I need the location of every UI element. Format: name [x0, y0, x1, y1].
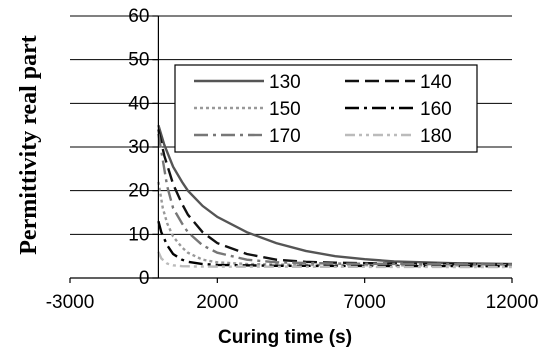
y-tick-label: 50 — [128, 50, 149, 71]
legend-label-130: 130 — [269, 72, 301, 93]
legend-label-180: 180 — [420, 126, 452, 147]
y-tick-label: 20 — [128, 181, 149, 202]
y-tick-label: 40 — [128, 93, 149, 114]
series-line-160 — [157, 220, 513, 268]
x-tick-label: 2000 — [196, 292, 238, 313]
tick-labels: 0 10 20 30 40 50 60 -3000 2000 7000 12000 — [46, 6, 539, 313]
legend-label-150: 150 — [269, 99, 301, 120]
legend: 130 140 150 160 170 180 — [174, 64, 478, 153]
legend-label-160: 160 — [420, 99, 452, 120]
legend-label-140: 140 — [420, 72, 452, 93]
legend-label-170: 170 — [269, 126, 301, 147]
axes — [69, 15, 513, 283]
x-axis-title: Curing time (s) — [218, 327, 352, 348]
series-line-180 — [157, 251, 513, 269]
series-line-150 — [157, 181, 512, 267]
series-lines — [157, 124, 513, 269]
x-tick-label: 7000 — [344, 292, 386, 313]
series-line-170 — [157, 133, 513, 266]
y-tick-label: 0 — [139, 268, 150, 289]
y-tick-label: 60 — [128, 6, 149, 27]
x-tick-label: -3000 — [46, 292, 95, 313]
y-axis-title: Permittivity real part — [16, 35, 42, 254]
series-line-130 — [157, 124, 513, 266]
x-tick-label: 12000 — [486, 292, 539, 313]
y-tick-label: 30 — [128, 137, 149, 158]
y-tick-label: 10 — [128, 224, 149, 245]
